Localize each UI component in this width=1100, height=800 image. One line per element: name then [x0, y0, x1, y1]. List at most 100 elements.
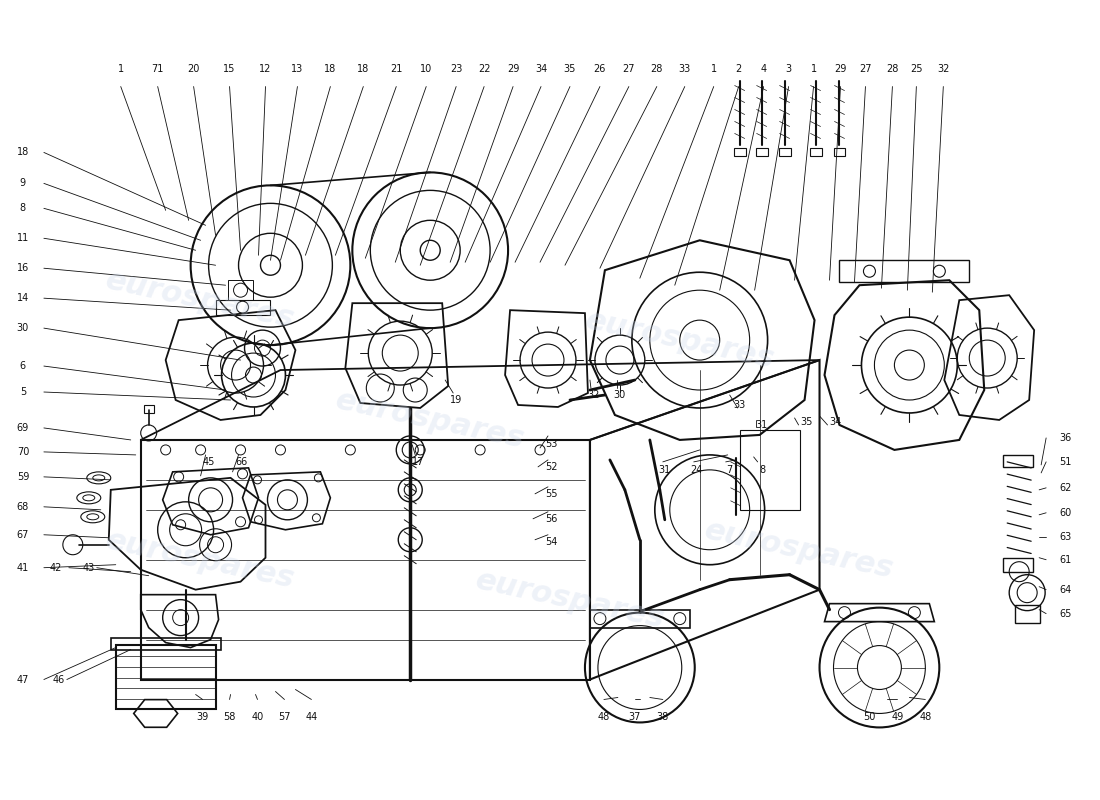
Bar	[734, 149, 746, 157]
Bar	[756, 149, 768, 157]
Bar	[228, 280, 253, 300]
Text: eurospares: eurospares	[473, 566, 668, 634]
Text: eurospares: eurospares	[103, 266, 298, 334]
Text: 35: 35	[801, 417, 813, 427]
Text: 18: 18	[16, 147, 29, 158]
Text: 9: 9	[20, 178, 26, 188]
Text: 61: 61	[1059, 554, 1071, 565]
Text: 49: 49	[891, 713, 903, 722]
Text: 51: 51	[1059, 457, 1071, 467]
Text: 7: 7	[727, 465, 733, 475]
Text: 54: 54	[544, 537, 558, 546]
Text: 22: 22	[477, 63, 491, 74]
Text: 31: 31	[756, 420, 768, 430]
Text: 66: 66	[235, 457, 248, 467]
Text: 30: 30	[16, 323, 29, 333]
Text: 13: 13	[292, 63, 304, 74]
Text: 59: 59	[16, 472, 29, 482]
Bar	[590, 610, 690, 628]
Bar	[216, 300, 271, 315]
Text: 11: 11	[16, 234, 29, 243]
Text: 1: 1	[811, 63, 816, 74]
Text: 12: 12	[260, 63, 272, 74]
Text: 38: 38	[657, 713, 669, 722]
Text: 36: 36	[1059, 433, 1071, 443]
Text: 39: 39	[197, 713, 209, 722]
Text: 32: 32	[937, 63, 949, 74]
Text: 21: 21	[390, 63, 403, 74]
Text: 53: 53	[544, 439, 558, 449]
Text: 18: 18	[324, 63, 337, 74]
Text: 24: 24	[691, 465, 703, 475]
Text: 71: 71	[152, 63, 164, 74]
Text: 20: 20	[187, 63, 200, 74]
Text: 28: 28	[650, 63, 663, 74]
Text: 42: 42	[50, 562, 62, 573]
Text: 1: 1	[711, 63, 717, 74]
Bar	[1003, 455, 1033, 467]
Text: 68: 68	[16, 502, 29, 512]
Text: 34: 34	[535, 63, 547, 74]
Text: 33: 33	[734, 400, 746, 410]
Text: 6: 6	[20, 361, 26, 371]
Text: 5: 5	[20, 387, 26, 397]
Text: 27: 27	[859, 63, 871, 74]
Bar	[810, 149, 822, 157]
Text: 8: 8	[760, 465, 766, 475]
Text: 62: 62	[1059, 483, 1071, 493]
Text: 55: 55	[544, 489, 558, 499]
Bar	[111, 638, 221, 650]
Text: 57: 57	[278, 713, 290, 722]
Text: 63: 63	[1059, 532, 1071, 542]
Text: 14: 14	[16, 293, 29, 303]
Bar	[834, 149, 846, 157]
Bar	[779, 149, 791, 157]
Text: 8: 8	[20, 203, 26, 214]
Text: 28: 28	[887, 63, 899, 74]
Text: 19: 19	[450, 395, 462, 405]
Text: 43: 43	[82, 562, 95, 573]
Text: 48: 48	[597, 713, 611, 722]
Text: eurospares: eurospares	[103, 526, 298, 594]
Text: 2: 2	[736, 63, 741, 74]
Text: 60: 60	[1059, 508, 1071, 518]
Text: 67: 67	[16, 530, 29, 540]
Text: 31: 31	[659, 465, 671, 475]
Text: 25: 25	[910, 63, 923, 74]
Text: 41: 41	[16, 562, 29, 573]
Text: 18: 18	[358, 63, 370, 74]
Text: 34: 34	[829, 417, 842, 427]
Text: 37: 37	[629, 713, 641, 722]
Text: eurospares: eurospares	[702, 515, 896, 584]
Text: 58: 58	[223, 713, 235, 722]
Text: 26: 26	[594, 63, 606, 74]
Text: 27: 27	[623, 63, 635, 74]
Text: 32: 32	[587, 390, 601, 400]
Bar	[1015, 605, 1041, 622]
Text: 4: 4	[760, 63, 767, 74]
Text: 15: 15	[223, 63, 235, 74]
Text: 64: 64	[1059, 585, 1071, 594]
Text: 48: 48	[920, 713, 932, 722]
Text: 3: 3	[785, 63, 792, 74]
Text: 50: 50	[864, 713, 876, 722]
Text: 52: 52	[544, 462, 558, 472]
Bar	[739, 430, 800, 510]
Bar	[144, 405, 154, 413]
Text: 29: 29	[507, 63, 519, 74]
Text: 46: 46	[53, 674, 65, 685]
Text: 29: 29	[834, 63, 847, 74]
Bar	[839, 260, 969, 282]
Text: 70: 70	[16, 447, 29, 457]
Text: 10: 10	[420, 63, 432, 74]
Text: 35: 35	[564, 63, 576, 74]
Text: 16: 16	[16, 263, 29, 274]
Text: 30: 30	[614, 390, 626, 400]
Bar	[116, 645, 216, 710]
Text: 23: 23	[450, 63, 462, 74]
Text: eurospares: eurospares	[583, 306, 777, 374]
Text: 1: 1	[118, 63, 124, 74]
Text: 69: 69	[16, 423, 29, 433]
Text: 33: 33	[679, 63, 691, 74]
Text: 17: 17	[412, 457, 425, 467]
